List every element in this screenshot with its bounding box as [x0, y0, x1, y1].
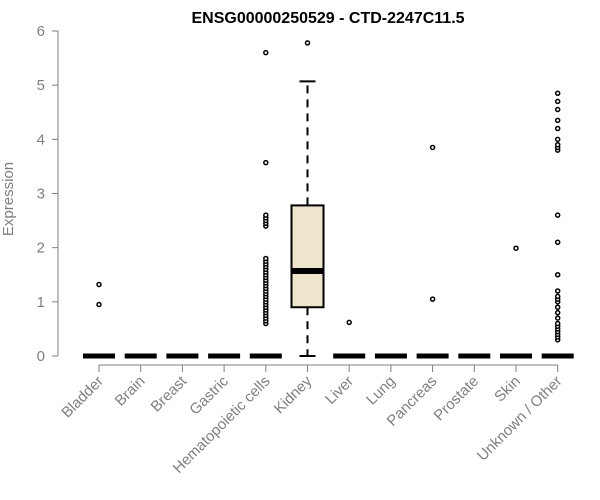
outlier-point — [554, 98, 561, 105]
outlier-point — [554, 117, 561, 124]
chart-title: ENSG00000250529 - CTD-2247C11.5 — [191, 10, 464, 27]
outlier-point — [96, 281, 102, 288]
x-tick-label: Kidney — [271, 372, 316, 417]
outlier-point — [554, 304, 561, 310]
x-tick-label: Brain — [112, 373, 149, 410]
y-tick-label: 5 — [37, 77, 45, 94]
box-group-bladder — [83, 281, 115, 359]
x-tick-label: Bladder — [58, 373, 107, 422]
outlier-point — [96, 301, 102, 308]
outlier-point — [554, 288, 561, 294]
outlier-point — [263, 255, 269, 262]
box-group-hematopoietic-cells — [249, 49, 282, 359]
outlier-point — [263, 212, 269, 218]
box-group-liver — [333, 319, 366, 359]
outlier-point — [554, 293, 561, 300]
outlier-point — [554, 125, 561, 132]
outlier-point — [554, 142, 561, 148]
outlier-point — [554, 212, 561, 218]
box-group-pancreas — [416, 144, 449, 359]
outlier-point — [429, 296, 436, 302]
outlier-point — [513, 245, 519, 251]
outlier-point — [304, 40, 311, 46]
outlier-point — [554, 320, 561, 327]
outlier-point — [554, 239, 561, 245]
y-axis-label: Expression — [0, 162, 17, 236]
outlier-point — [263, 159, 269, 166]
outlier-point — [263, 49, 269, 56]
outlier-point — [346, 319, 352, 326]
box-group-unknown-other — [541, 90, 574, 359]
outlier-point — [554, 136, 561, 143]
plot-area — [83, 40, 574, 359]
outlier-point — [554, 90, 561, 97]
box-group-kidney — [290, 40, 325, 357]
y-tick-label: 1 — [37, 294, 45, 311]
x-tick-label: Skin — [491, 373, 524, 406]
x-tick-label: Lung — [363, 373, 399, 409]
y-tick-label: 4 — [37, 131, 45, 148]
outlier-point — [554, 315, 561, 321]
outlier-point — [554, 106, 561, 113]
outlier-point — [429, 144, 436, 151]
outlier-point — [554, 309, 561, 316]
x-tick-label: Breast — [148, 372, 191, 415]
x-tick-label: Prostate — [431, 373, 483, 425]
x-tick-label: Liver — [322, 373, 357, 408]
y-tick-label: 3 — [37, 186, 45, 203]
outlier-point — [554, 272, 561, 278]
box-iqr — [290, 204, 325, 309]
box-group-skin — [500, 245, 532, 359]
y-tick-label: 6 — [37, 23, 45, 40]
y-tick-label: 0 — [37, 348, 45, 365]
y-tick-label: 2 — [37, 240, 45, 257]
